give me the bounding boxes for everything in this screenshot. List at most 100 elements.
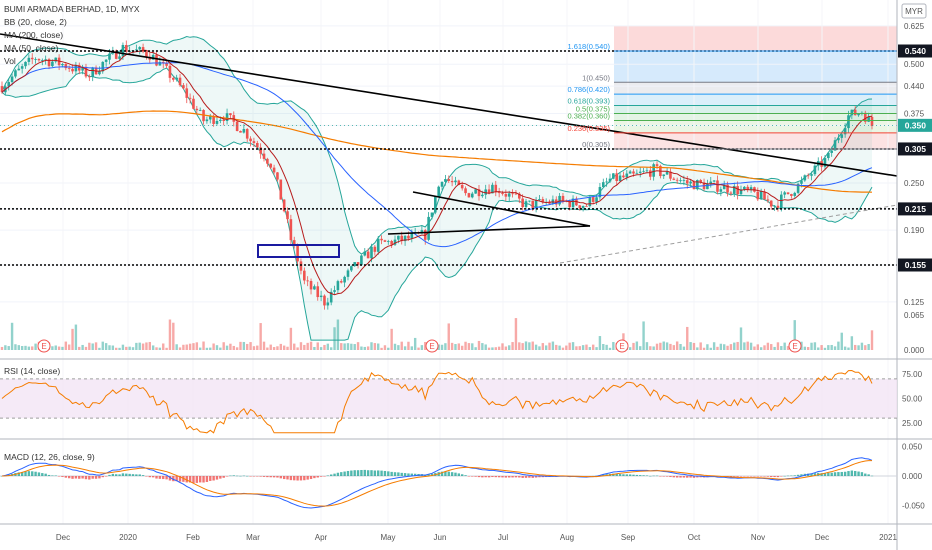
macd-hist-bar [276,476,279,478]
macd-axis[interactable]: 0.050 0.000 -0.050 [902,443,925,511]
macd-hist-bar [212,476,215,481]
macd-hist-bar [172,476,175,482]
volume-bar [457,343,461,350]
volume-bar [780,346,783,350]
volume-bar [7,346,10,350]
time-tick-13: 2021 [879,533,897,542]
legend-rsi[interactable]: RSI (14, close) [4,366,60,376]
currency-badge[interactable] [901,3,927,19]
candle-body [81,66,84,71]
macd-hist-bar [756,476,759,477]
macd-hist-bar [400,472,403,476]
candle-body [7,82,11,87]
candle-body [74,65,78,72]
macd-hist-bar [64,476,68,478]
volume-bar [692,342,696,350]
candle-body [165,63,168,66]
volume-bar [306,342,309,350]
candle-body [588,197,592,207]
candle-body [813,165,817,175]
volume-bar [699,342,702,350]
macd-hist-bar [67,476,71,479]
macd-hist-bar [259,476,262,477]
volume-bar [843,346,847,350]
volume-bar [252,346,256,350]
candle-body [450,180,454,183]
macd-hist-bar [128,473,131,476]
macd-hist-bar [225,476,229,477]
legend-macd[interactable]: MACD (12, 26, close, 9) [4,452,95,462]
candle-body [605,181,608,183]
macd-hist-bar [766,476,770,477]
volume-bar [232,345,235,350]
macd-hist-bar [377,470,380,476]
macd-hist-bar [155,476,158,479]
candle-body [141,47,145,52]
macd-hist-bar [689,476,692,478]
candle-body [225,113,229,121]
candle-body [803,175,807,181]
volume-bar [602,344,605,350]
candle-body [504,194,508,197]
candle-body [403,235,407,242]
time-tick-9: Sep [621,533,636,542]
volume-bar [20,346,24,350]
candle-body [286,211,289,220]
macd-hist-bar [101,476,104,478]
volume-bar [649,346,652,350]
candle-body [719,189,723,192]
fib-band-2 [614,82,897,95]
volume-bar [235,347,239,350]
candle-body [625,173,629,178]
macd-hist-bar [622,474,625,476]
volume-bar [440,344,444,350]
volume-bar [870,330,874,350]
macd-hist-bar [148,476,151,478]
candle-body [0,86,4,93]
candle-body [800,180,803,184]
legend-ma200[interactable]: MA (200, close) [4,30,63,40]
volume-bar [377,343,380,350]
candle-body [24,61,27,67]
time-axis[interactable]: Dec 2020 Feb Mar Apr May Jun Jul Aug Sep Oct Nov Dec… [56,533,898,542]
volume-bar [27,346,31,350]
macd-hist-bar [219,476,222,479]
macd-hist-bar [444,471,447,476]
earnings-label-0: E [41,342,46,351]
macd-hist-bar [373,470,377,476]
volume-bar [151,345,155,350]
bb-upper [1,35,873,255]
level-tag-3: 0.155 [905,260,927,270]
candle-body [30,57,34,60]
legend-volume[interactable]: Vol [4,56,16,66]
candle-body [558,195,561,205]
volume-bar [259,323,262,350]
macd-hist-bar [397,472,400,476]
volume-bar [531,341,534,350]
earnings-marker-2 [615,339,629,353]
candle-body [769,200,773,207]
candle-body [198,109,202,111]
macd-hist-bar [104,476,108,477]
volume-bar [702,347,706,350]
macd-hist-bar [326,475,330,476]
candle-body [383,240,387,242]
candle-body [531,200,535,208]
candle-body [376,238,380,252]
legend-bb[interactable]: BB (20, close, 2) [4,17,67,27]
candle-body [434,196,437,213]
macd-hist-bar [88,476,91,480]
legend-ma50[interactable]: MA (50, close) [4,43,58,53]
volume-bar [538,346,541,350]
rsi-axis[interactable]: 25.00 50.00 75.00 [902,370,923,428]
volume-bar [578,346,581,350]
volume-bar [665,342,669,350]
macd-hist-bar [323,476,326,477]
symbol-title[interactable]: BUMI ARMADA BERHAD, 1D, MYX [4,4,140,14]
macd-hist-bar [783,475,786,477]
volume-bar [776,342,780,350]
macd-hist-bar [111,473,115,476]
volume-bar [366,346,370,350]
candle-body [168,65,172,78]
